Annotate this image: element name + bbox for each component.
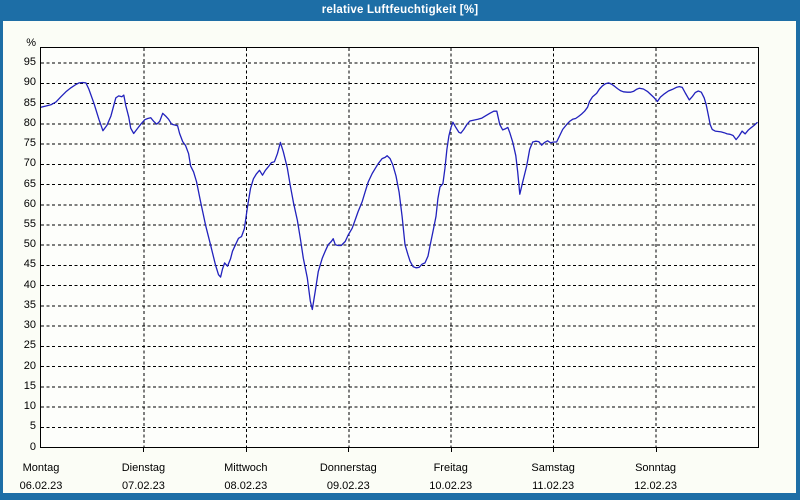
y-tick-label: 75: [23, 137, 36, 150]
y-tick-label: 15: [23, 379, 36, 392]
x-day-label: Mittwoch: [224, 462, 268, 474]
plot-frame: [40, 47, 759, 448]
x-day-label: Sonntag: [635, 462, 677, 474]
x-axis-tick: [245, 448, 247, 452]
window-border-left: [0, 21, 3, 500]
window-border-right: [796, 21, 800, 500]
chart-canvas: [41, 48, 758, 447]
y-tick-label: 70: [23, 157, 36, 170]
y-tick-label: 45: [23, 258, 36, 271]
x-day-label: Dienstag: [121, 462, 166, 474]
y-tick-label: 60: [23, 197, 36, 210]
x-date-label: 11.02.23: [532, 480, 575, 492]
y-tick-label: 10: [23, 400, 36, 413]
y-axis-unit-label: %: [26, 37, 36, 49]
window-title-bar[interactable]: relative Luftfeuchtigkeit [%]: [0, 0, 800, 21]
x-day-label: Freitag: [433, 462, 468, 474]
y-tick-label: 50: [23, 238, 36, 251]
y-tick-label: 35: [23, 298, 36, 311]
y-tick-label: 95: [23, 56, 36, 69]
y-tick-label: 90: [23, 76, 36, 89]
x-date-label: 06.02.23: [19, 480, 63, 492]
x-axis-tick: [553, 448, 555, 452]
y-tick-label: 30: [23, 319, 36, 332]
humidity-line-series: [41, 81, 758, 311]
x-axis-tick: [655, 448, 657, 452]
x-date-label: 07.02.23: [122, 480, 165, 492]
y-tick-label: 25: [23, 339, 36, 352]
x-date-label: 09.02.23: [326, 480, 370, 492]
y-tick-label: 40: [23, 278, 36, 291]
x-date-label: 10.02.23: [429, 480, 473, 492]
y-tick-label: 20: [23, 359, 36, 372]
x-day-label: Donnerstag: [319, 462, 377, 474]
x-day-label: Samstag: [531, 462, 575, 474]
x-axis-tick: [143, 448, 145, 452]
y-tick-label: 65: [23, 177, 36, 190]
window-title: relative Luftfeuchtigkeit [%]: [321, 4, 479, 16]
y-tick-label: 85: [23, 96, 36, 109]
x-date-label: 12.02.23: [634, 480, 677, 492]
y-tick-label: 80: [23, 116, 36, 129]
x-day-label: Montag: [22, 462, 60, 474]
window-border-bottom: [0, 493, 800, 500]
y-tick-label: 55: [23, 218, 36, 230]
y-tick-label: 5: [29, 420, 36, 433]
x-axis-tick: [450, 448, 452, 452]
y-tick-label: 0: [29, 440, 36, 453]
x-date-label: 08.02.23: [224, 480, 268, 492]
x-axis-tick: [348, 448, 350, 452]
